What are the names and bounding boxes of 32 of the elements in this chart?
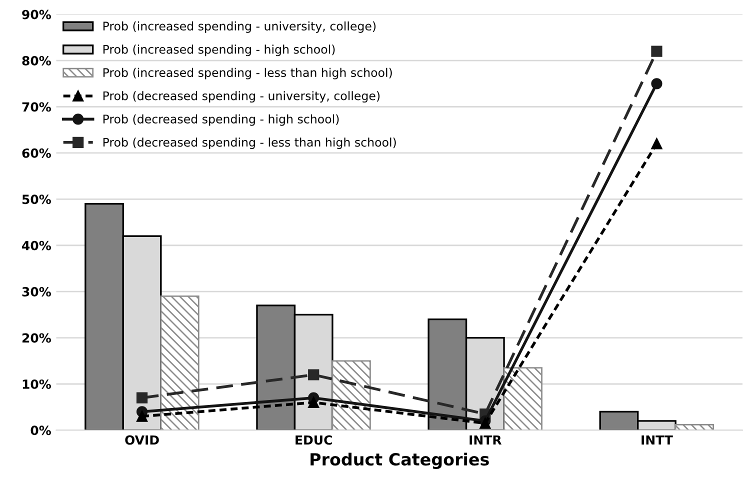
- x-tick-label: OVID: [125, 435, 159, 445]
- y-tick-label: 20%: [22, 333, 51, 343]
- x-tick-label: INTR: [470, 435, 502, 445]
- y-tick-label: 50%: [22, 194, 51, 204]
- y-tick-label: 30%: [22, 287, 51, 297]
- legend-label: Prob (decreased spending - high school): [103, 114, 339, 126]
- point: [651, 78, 662, 90]
- point: [308, 396, 320, 408]
- point: [308, 369, 320, 380]
- y-tick-label: 70%: [22, 102, 51, 112]
- bar: [160, 296, 200, 430]
- x-axis-title: Product Categories: [310, 452, 489, 469]
- point: [480, 418, 491, 429]
- legend-label: Prob (decreased spending - university, college): [103, 91, 380, 103]
- legend-label: Prob (increased spending - high school): [103, 44, 335, 56]
- x-tick-label: INTT: [642, 435, 673, 445]
- y-tick-label: 0%: [30, 426, 51, 436]
- y-tick-label: 80%: [22, 56, 51, 66]
- point: [651, 46, 662, 57]
- legend-label: Prob (increased spending - university, college): [103, 21, 376, 33]
- legend-label: Prob (increased spending - less than high school): [103, 68, 392, 80]
- x-tick-label: EDUC: [296, 435, 332, 445]
- y-tick-label: 10%: [22, 379, 51, 389]
- point: [651, 138, 662, 150]
- y-tick-label: 40%: [22, 240, 51, 250]
- legend-label: Prob (decreased spending - less than high school): [103, 138, 396, 150]
- point: [136, 392, 148, 404]
- y-tick-label: 90%: [22, 10, 51, 20]
- bar: [332, 360, 371, 430]
- point: [136, 410, 148, 422]
- y-tick-label: 60%: [22, 148, 51, 158]
- bar: [503, 367, 542, 430]
